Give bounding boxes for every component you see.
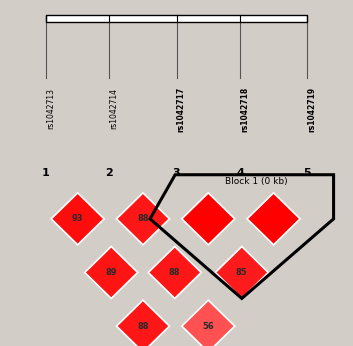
Text: 85: 85 — [236, 268, 247, 277]
Text: rs1042717: rs1042717 — [176, 86, 185, 131]
Text: 93: 93 — [72, 214, 83, 224]
Text: 88: 88 — [137, 321, 149, 331]
Polygon shape — [148, 246, 201, 298]
Text: rs1042719: rs1042719 — [307, 86, 316, 131]
Polygon shape — [182, 193, 235, 245]
Polygon shape — [247, 193, 300, 245]
Polygon shape — [51, 193, 104, 245]
Text: rs1042718: rs1042718 — [240, 86, 249, 131]
Polygon shape — [116, 193, 169, 245]
Text: 88: 88 — [137, 214, 149, 224]
Text: rs1042713: rs1042713 — [46, 89, 55, 129]
Text: 89: 89 — [106, 268, 117, 277]
Text: 88: 88 — [169, 268, 180, 277]
Text: 3: 3 — [173, 168, 180, 178]
Text: 1: 1 — [42, 168, 50, 178]
Polygon shape — [85, 246, 138, 298]
Text: rs1042714: rs1042714 — [109, 89, 118, 129]
Polygon shape — [182, 300, 235, 346]
Text: 4: 4 — [236, 168, 244, 178]
Polygon shape — [215, 246, 268, 298]
Polygon shape — [116, 300, 169, 346]
Text: 5: 5 — [303, 168, 311, 178]
Bar — [46, 15, 307, 22]
Text: 56: 56 — [202, 321, 214, 331]
Text: 2: 2 — [106, 168, 113, 178]
Text: Block 1 (0 kb): Block 1 (0 kb) — [225, 177, 287, 186]
